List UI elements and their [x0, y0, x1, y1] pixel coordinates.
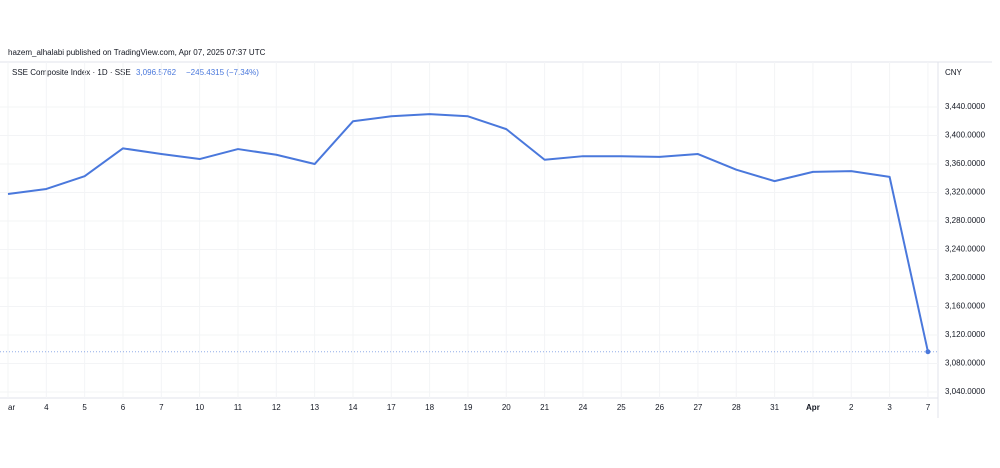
- x-tick-label: 19: [464, 403, 473, 412]
- x-tick-label: 20: [502, 403, 511, 412]
- x-tick-label: 26: [655, 403, 664, 412]
- y-tick-label: 3,120.0000: [945, 330, 986, 339]
- legend-change: −245.4315 (−7.34%): [186, 68, 259, 77]
- legend-price: 3,096.5762: [136, 68, 177, 77]
- price-line: [7, 113, 929, 352]
- x-tick-label: ar: [8, 403, 15, 412]
- y-tick-label: 3,240.0000: [945, 245, 986, 254]
- x-tick-label: Apr: [806, 403, 820, 412]
- y-tick-label: 3,160.0000: [945, 302, 986, 311]
- x-tick-label: 21: [540, 403, 549, 412]
- y-tick-label: 3,080.0000: [945, 359, 986, 368]
- last-point: [925, 349, 931, 355]
- x-tick-label: 18: [425, 403, 434, 412]
- x-tick-label: 25: [617, 403, 626, 412]
- x-tick-label: 13: [310, 403, 319, 412]
- y-tick-label: 3,400.0000: [945, 131, 986, 140]
- legend-title: SSE Composite Index · 1D · SSE: [12, 68, 131, 77]
- y-tick-label: 3,040.0000: [945, 387, 986, 396]
- x-tick-label: 31: [770, 403, 779, 412]
- x-tick-label: 24: [578, 403, 587, 412]
- x-tick-label: 7: [159, 403, 164, 412]
- y-tick-label: 3,280.0000: [945, 216, 986, 225]
- x-tick-label: 2: [849, 403, 854, 412]
- attribution: hazem_alhalabi published on TradingView.…: [8, 48, 266, 57]
- x-tick-label: 5: [82, 403, 87, 412]
- x-tick-label: 12: [272, 403, 281, 412]
- x-tick-label: 6: [121, 403, 126, 412]
- x-tick-label: 7: [926, 403, 931, 412]
- y-tick-label: 3,200.0000: [945, 273, 986, 282]
- y-tick-label: 3,320.0000: [945, 188, 986, 197]
- x-tick-label: 4: [44, 403, 49, 412]
- y-tick-label: 3,440.0000: [945, 102, 986, 111]
- x-tick-label: 27: [693, 403, 702, 412]
- x-tick-label: 17: [387, 403, 396, 412]
- x-tick-label: 28: [732, 403, 741, 412]
- y-tick-label: 3,360.0000: [945, 159, 986, 168]
- x-tick-label: 14: [349, 403, 358, 412]
- x-tick-label: 3: [887, 403, 892, 412]
- currency: CNY: [945, 68, 963, 77]
- x-tick-label: 11: [234, 403, 243, 412]
- x-tick-label: 10: [195, 403, 204, 412]
